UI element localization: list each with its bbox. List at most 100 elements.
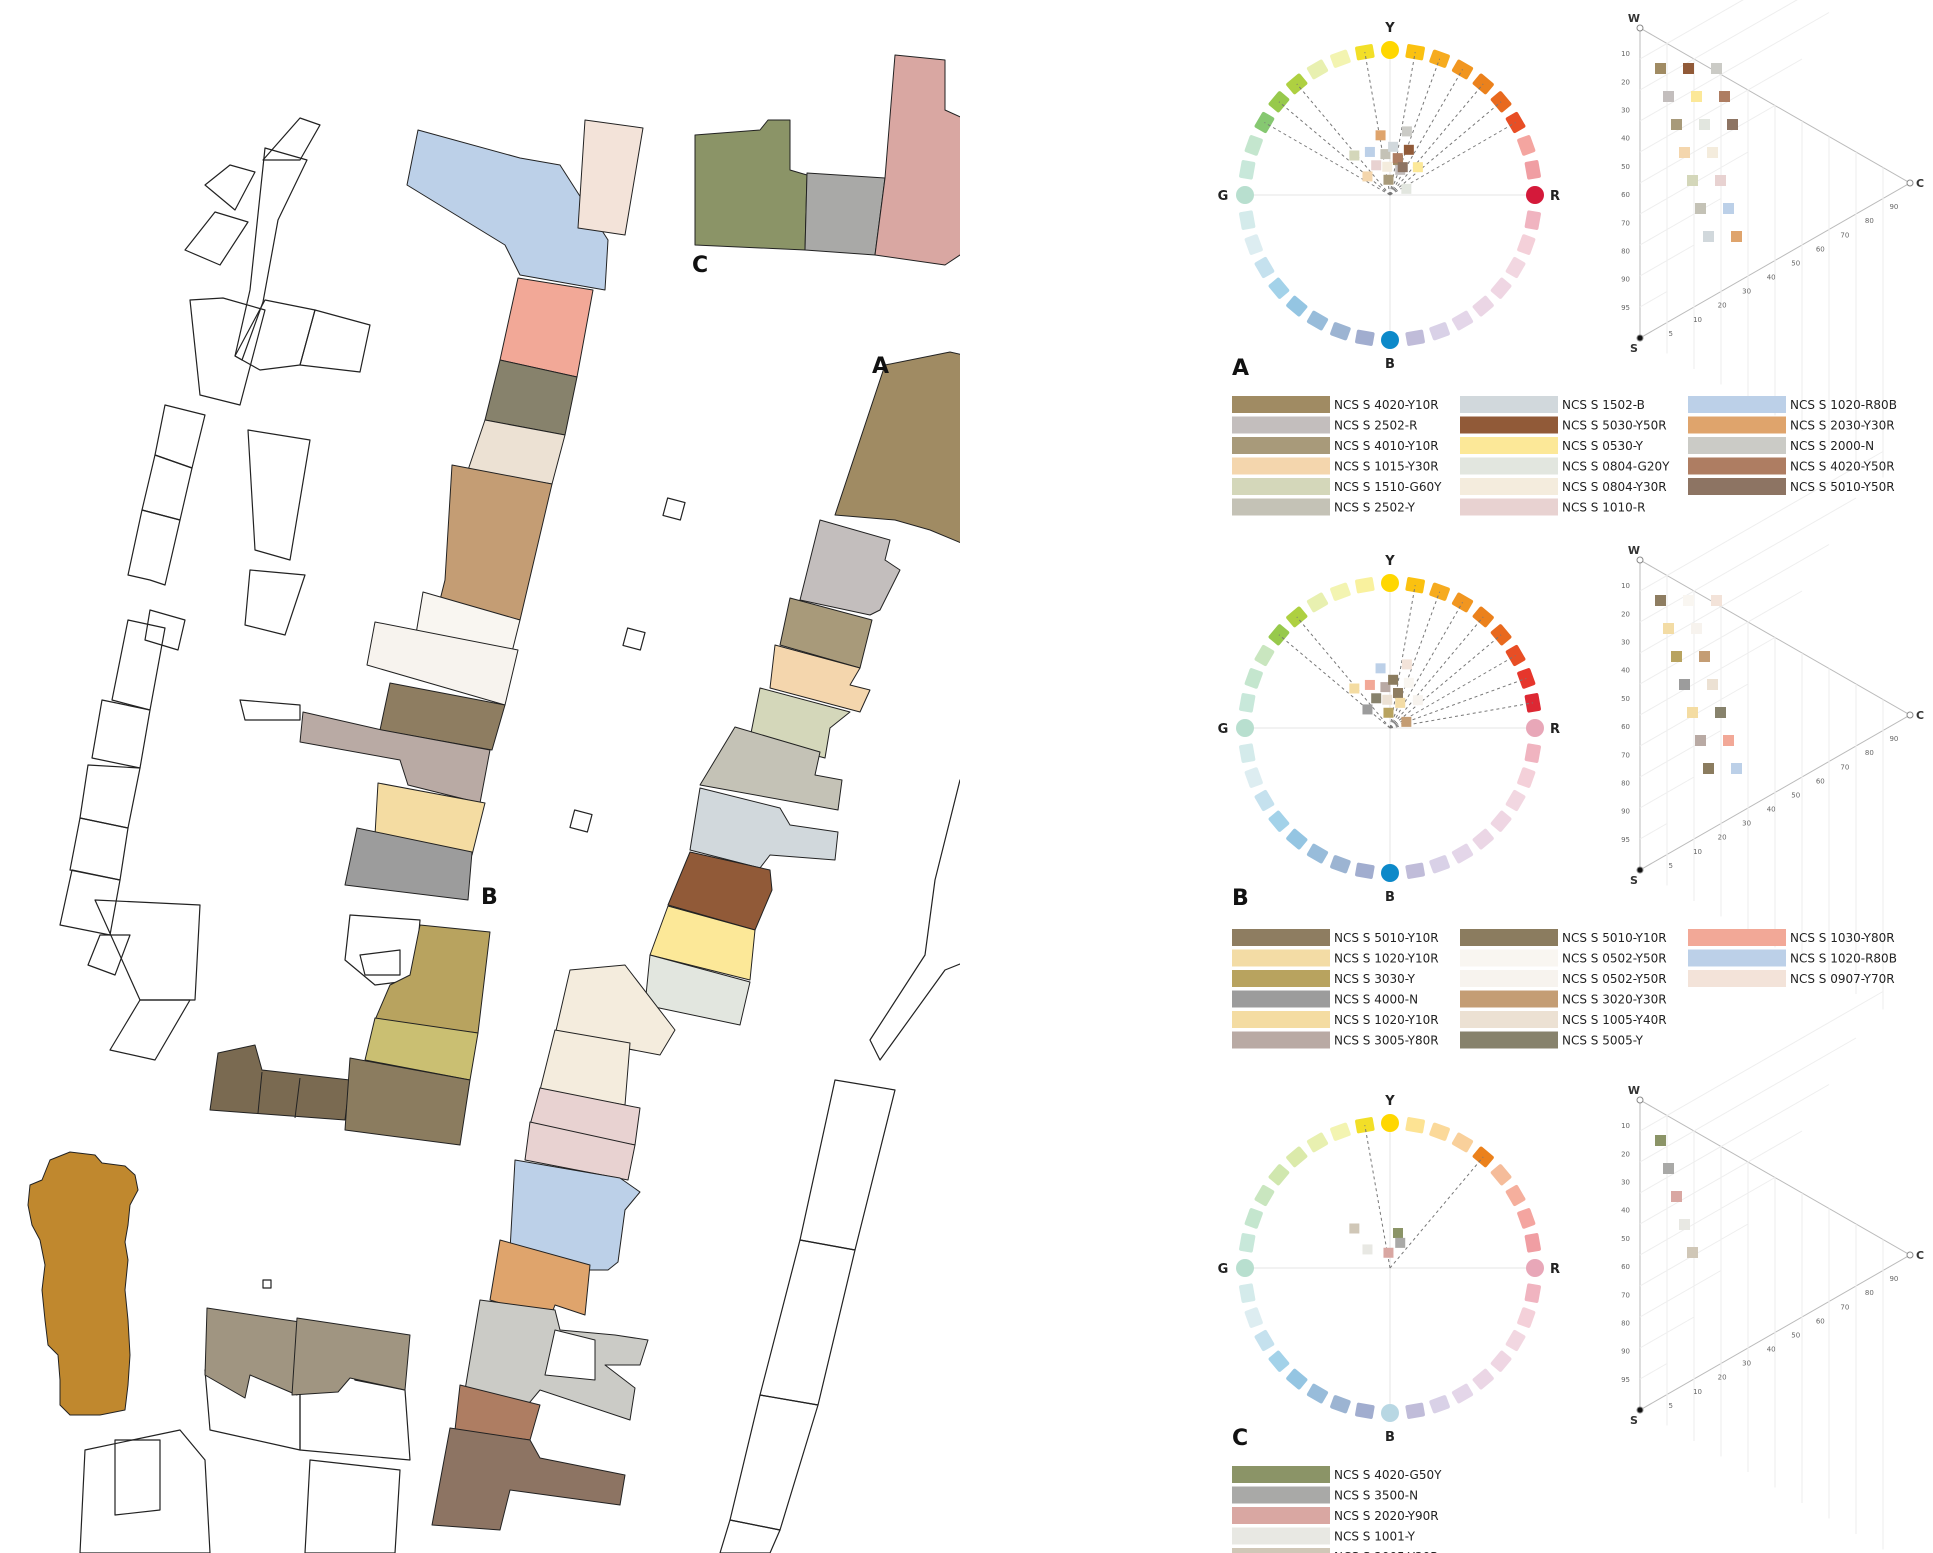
triangle-tick-bottom: 60	[1816, 245, 1825, 253]
wheel-segment	[1524, 693, 1541, 713]
triangle-tick-left: 30	[1621, 1179, 1630, 1187]
wheel-sample	[1375, 130, 1386, 141]
color-swatch	[1688, 396, 1786, 413]
wheel-pole-y	[1381, 574, 1399, 592]
wheel-segment	[1524, 160, 1541, 180]
wheel-segment	[1405, 329, 1425, 346]
wheel-segment	[1490, 1350, 1512, 1372]
wheel-sample	[1364, 679, 1375, 690]
panel-label: C	[1232, 1426, 1248, 1451]
triangle-vertex-w	[1636, 24, 1644, 32]
building-outline	[239, 699, 301, 721]
building-outline	[87, 934, 131, 976]
building-b-brown-2	[344, 1057, 471, 1146]
triangle-tick-left: 10	[1621, 582, 1630, 590]
building-outline	[262, 117, 321, 161]
triangle-tick-left: 20	[1621, 1150, 1630, 1158]
triangle-gridline	[1639, 0, 1744, 60]
color-swatch	[1688, 929, 1786, 946]
wheel-segment	[1517, 1208, 1536, 1229]
wheel-segment	[1268, 810, 1290, 832]
triangle-tick-bottom: 80	[1865, 1289, 1874, 1297]
wheel-sample	[1401, 659, 1412, 670]
triangle-sample	[1663, 1163, 1674, 1174]
color-swatch	[1232, 416, 1330, 434]
wheel-label-b: B	[1385, 1430, 1395, 1445]
swatch-code: NCS S 4020-G50Y	[1334, 1468, 1442, 1482]
wheel-sample	[1388, 674, 1399, 685]
triangle-label-w: W	[1628, 12, 1640, 25]
swatch-code: NCS S 1510-G60Y	[1334, 480, 1442, 494]
wheel-dashed-ray	[1389, 122, 1516, 196]
color-swatch	[1460, 498, 1558, 516]
wheel-segment	[1505, 1329, 1526, 1352]
wheel-segment	[1244, 135, 1263, 156]
triangle-tick-bottom: 10	[1693, 316, 1702, 324]
building-outline	[189, 297, 266, 406]
wheel-segment	[1254, 644, 1275, 667]
building-b-salmon	[499, 277, 594, 378]
color-swatch	[1688, 416, 1786, 434]
wheel-sample	[1383, 1247, 1394, 1258]
wheel-sample	[1349, 683, 1360, 694]
building-a-pink-2	[524, 1121, 636, 1181]
triangle-gridline	[1639, 105, 1776, 184]
triangle-tick-left: 50	[1621, 695, 1630, 703]
wheel-segment	[1244, 1307, 1263, 1328]
triangle-tick-left: 90	[1621, 1348, 1630, 1356]
wheel-dashed-ray	[1389, 1156, 1484, 1269]
building-a-cream	[554, 964, 676, 1056]
wheel-sample	[1393, 1228, 1403, 1238]
wheel-label-g: G	[1218, 189, 1229, 204]
triangle-gridline	[1639, 1130, 1803, 1225]
triangle-tick-bottom: 20	[1718, 834, 1727, 842]
swatch-code: NCS S 3030-Y	[1334, 972, 1416, 986]
triangle-gridline	[1639, 1316, 1695, 1349]
color-swatch	[1460, 437, 1558, 454]
wheel-segment	[1268, 1164, 1290, 1186]
building-outline	[234, 147, 308, 361]
building-outline	[114, 1439, 161, 1516]
wheel-sample	[1401, 716, 1412, 727]
wheel-segment	[1254, 111, 1275, 134]
triangle-sample	[1707, 679, 1718, 690]
triangle-label-s: S	[1630, 1414, 1638, 1427]
triangle-tick-left: 95	[1621, 1376, 1630, 1384]
building-b-blue	[406, 129, 609, 291]
wheel-segment	[1268, 624, 1290, 646]
color-swatch	[1460, 457, 1558, 475]
swatch-code: NCS S 0804-Y30R	[1562, 480, 1667, 494]
wheel-dashed-ray	[1364, 1125, 1391, 1269]
triangle-tick-left: 60	[1621, 723, 1630, 731]
triangle-sample	[1687, 175, 1698, 186]
building-outline	[662, 497, 686, 521]
triangle-sample	[1679, 147, 1690, 158]
triangle-tick-bottom: 60	[1816, 1317, 1825, 1325]
building-b-lightpink	[577, 119, 644, 236]
building-c-grey	[804, 172, 886, 256]
wheel-segment	[1429, 855, 1450, 874]
color-swatch	[1460, 396, 1558, 413]
wheel-segment	[1405, 862, 1425, 879]
building-outline	[79, 764, 141, 829]
triangle-sample	[1699, 119, 1710, 130]
color-swatch	[1688, 478, 1786, 495]
color-swatch	[1688, 949, 1786, 967]
wheel-segment	[1330, 582, 1351, 601]
triangle-sample	[1679, 1219, 1690, 1230]
color-swatch	[1232, 437, 1330, 454]
wheel-segment	[1239, 210, 1256, 230]
triangle-gridline	[1639, 58, 1803, 153]
triangle-tick-bottom: 40	[1767, 274, 1776, 282]
panel-label: A	[1232, 356, 1249, 381]
wheel-segment	[1405, 1402, 1425, 1419]
triangle-tick-bottom: 70	[1840, 763, 1849, 771]
building-outline	[799, 1079, 896, 1251]
wheel-segment	[1451, 1132, 1474, 1153]
triangle-gridline	[1639, 823, 1668, 840]
wheel-sample	[1403, 677, 1414, 688]
triangle-gridline	[1639, 1363, 1668, 1380]
building-outline	[184, 211, 249, 266]
wheel-segment	[1524, 743, 1541, 763]
color-swatch	[1232, 1507, 1330, 1524]
